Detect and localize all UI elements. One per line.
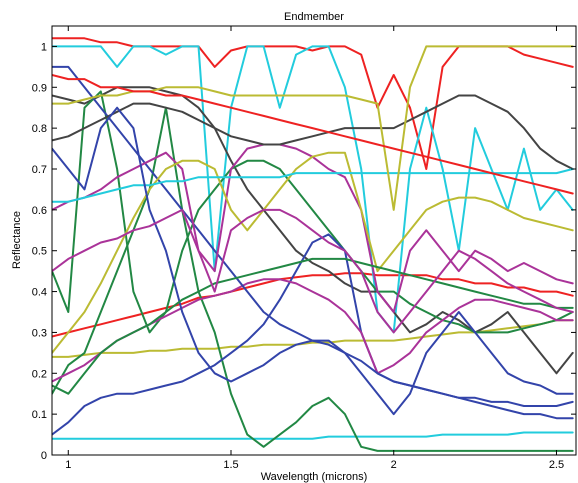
series-group xyxy=(52,37,574,452)
series-line-14 xyxy=(52,94,574,170)
x-axis: 1 1.5 2 2.5 xyxy=(65,26,564,471)
y-tick-label: 0.7 xyxy=(32,164,47,176)
y-tick-label: 1 xyxy=(41,41,47,53)
series-line-12 xyxy=(52,143,574,313)
series-line-19 xyxy=(52,74,574,195)
series-line-2 xyxy=(52,319,574,358)
series-line-7 xyxy=(52,90,574,334)
y-tick-label: 0.6 xyxy=(32,205,47,217)
series-line-3 xyxy=(52,272,574,338)
series-line-6 xyxy=(52,86,574,375)
y-tick-label: 0 xyxy=(41,450,47,462)
y-tick-label: 0.9 xyxy=(32,82,47,94)
x-tick-label: 2 xyxy=(391,459,397,471)
x-tick-label: 1.5 xyxy=(223,459,238,471)
series-line-5 xyxy=(52,45,574,334)
y-tick-label: 0.3 xyxy=(32,327,47,339)
plot-frame xyxy=(51,25,577,456)
series-line-1 xyxy=(52,431,574,440)
chart-title: Endmember xyxy=(284,11,344,23)
x-tick-label: 1 xyxy=(65,459,71,471)
series-line-18 xyxy=(52,257,574,395)
y-tick-label: 0.5 xyxy=(32,246,47,258)
y-tick-label: 0.4 xyxy=(32,287,47,299)
y-axis: 0 0.1 0.2 0.3 0.4 0.5 0.6 0.7 0.8 0.9 1 xyxy=(32,41,576,462)
y-tick-label: 0.8 xyxy=(32,123,47,135)
x-axis-label: Wavelength (microns) xyxy=(261,471,368,483)
y-axis-label: Reflectance xyxy=(11,211,23,269)
series-line-9 xyxy=(52,233,574,436)
series-line-13 xyxy=(52,151,574,354)
series-line-20 xyxy=(52,208,574,334)
series-line-15 xyxy=(52,168,574,203)
series-line-8 xyxy=(52,106,574,452)
series-line-4 xyxy=(52,37,574,170)
y-tick-label: 0.2 xyxy=(32,368,47,380)
y-tick-label: 0.1 xyxy=(32,409,47,421)
x-tick-label: 2.5 xyxy=(549,459,564,471)
series-line-16 xyxy=(52,106,574,416)
